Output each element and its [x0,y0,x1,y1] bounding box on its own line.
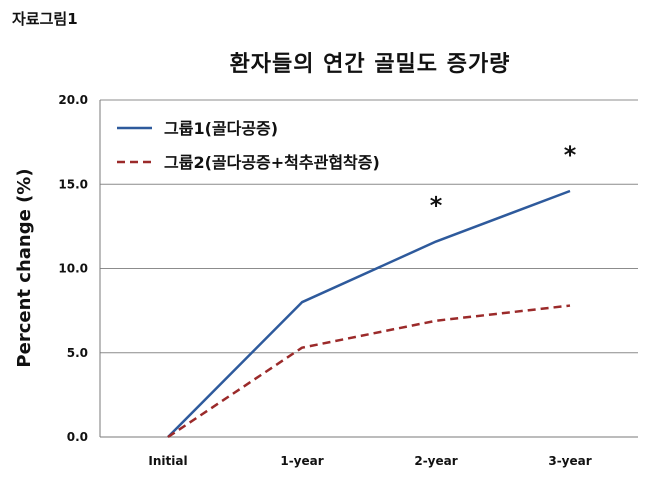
x-tick-label: 2-year [414,454,457,468]
y-tick-label: 15.0 [58,177,88,191]
y-tick-labels: 0.0 5.0 10.0 15.0 20.0 [58,93,88,444]
series-lines [167,189,571,439]
y-tick-label: 20.0 [58,93,88,107]
x-tick-label: 1-year [280,454,323,468]
x-tick-label: Initial [148,454,187,468]
significance-asterisk: * [430,192,443,220]
annotations: ** [430,141,577,220]
x-tick-labels: Initial 1-year 2-year 3-year [148,454,591,468]
series-line-2 [167,304,571,439]
y-tick-label: 0.0 [67,430,88,444]
legend: 그룹1(골다공증) 그룹2(골다공증+척추관협착증) [117,119,380,172]
significance-asterisk: * [564,141,577,169]
y-tick-label: 5.0 [67,346,88,360]
series-line-1 [167,189,571,438]
y-axis-label: Percent change (%) [14,168,35,367]
legend-label-2: 그룹2(골다공증+척추관협착증) [164,153,380,172]
x-tick-label: 3-year [548,454,591,468]
legend-label-1: 그룹1(골다공증) [164,119,278,138]
axes [99,100,638,438]
figure-label: 자료그림1 [12,10,78,28]
y-tick-label: 10.0 [58,262,88,276]
grid-lines [100,99,638,354]
chart-title: 환자들의 연간 골밀도 증가량 [229,52,511,77]
